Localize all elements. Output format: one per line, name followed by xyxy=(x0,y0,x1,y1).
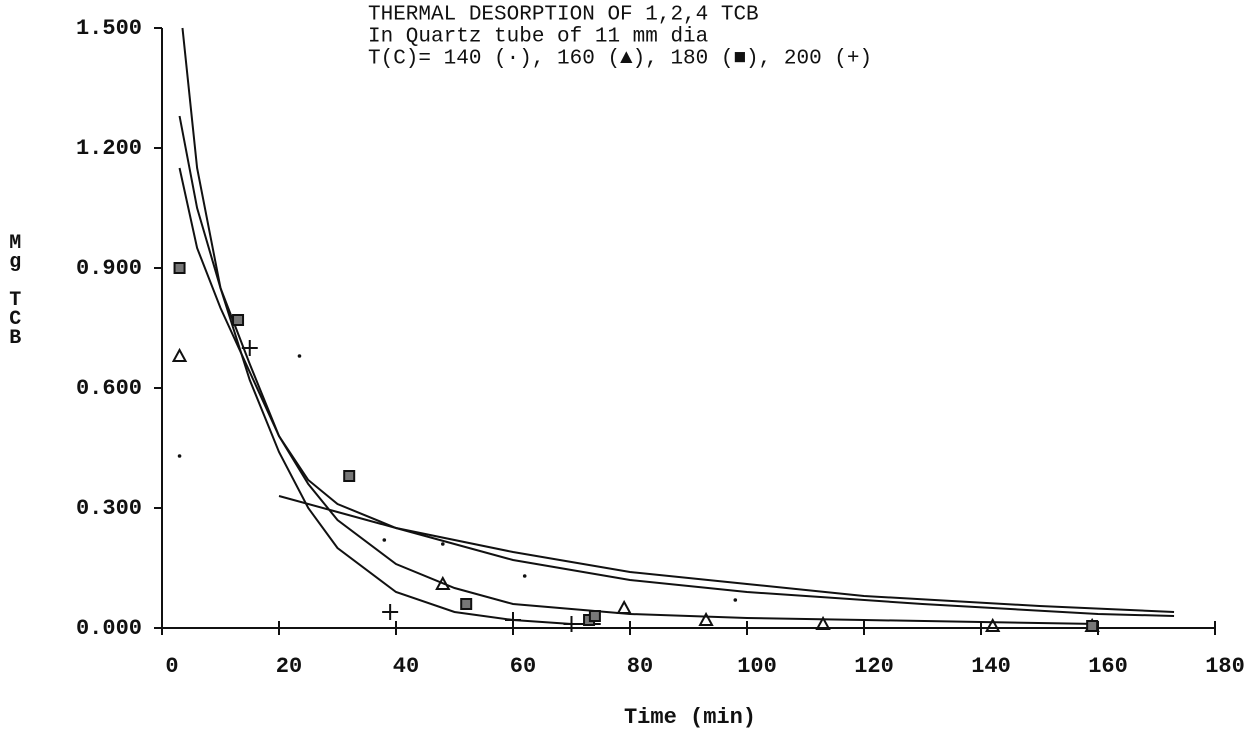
x-tick-label: 180 xyxy=(1205,654,1245,679)
triangle-marker xyxy=(616,599,632,614)
square-marker xyxy=(1086,620,1099,632)
square-marker xyxy=(173,262,186,274)
plus-marker xyxy=(241,340,258,356)
y-tick-label: 0.000 xyxy=(76,616,142,641)
x-tick-label: 0 xyxy=(165,654,178,679)
y-tick-label: 0.900 xyxy=(76,256,142,281)
x-tick-label: 20 xyxy=(276,654,302,679)
square-marker xyxy=(232,314,245,326)
x-tick-label: 80 xyxy=(627,654,653,679)
chart-title: THERMAL DESORPTION OF 1,2,4 TCB xyxy=(368,4,759,27)
square-marker xyxy=(460,598,473,610)
dot-marker xyxy=(297,354,302,358)
square-marker xyxy=(588,610,601,622)
x-tick-label: 40 xyxy=(393,654,419,679)
triangle-marker xyxy=(698,611,714,626)
x-axis-label: Time (min) xyxy=(624,705,756,730)
triangle-marker xyxy=(815,615,831,630)
triangle-marker xyxy=(171,347,188,362)
dot-marker xyxy=(733,598,738,602)
plus-marker xyxy=(382,604,399,620)
y-tick-label: 1.200 xyxy=(76,136,142,161)
chart-subtitle: In Quartz tube of 11 mm dia xyxy=(368,26,708,49)
fit-curve xyxy=(178,115,1099,625)
plus-marker xyxy=(505,612,521,628)
triangle-marker xyxy=(435,575,451,590)
plus-marker xyxy=(563,616,580,632)
y-tick-label: 0.600 xyxy=(76,376,142,401)
x-tick-label: 60 xyxy=(510,654,536,679)
y-axis-label: Mg TCB xyxy=(4,232,27,346)
dot-marker xyxy=(382,538,387,542)
triangle-marker xyxy=(985,617,1001,632)
dot-marker xyxy=(441,542,445,546)
fit-curve xyxy=(278,495,1175,613)
annotation: T(C)= 140 (·), 160 (▲), 180 (■), 200 (+) xyxy=(368,48,872,71)
square-marker xyxy=(343,470,356,482)
x-tick-label: 120 xyxy=(854,654,894,679)
x-tick-label: 160 xyxy=(1088,654,1128,679)
x-tick-label: 100 xyxy=(737,654,777,679)
x-tick-label: 140 xyxy=(971,654,1011,679)
fit-curve xyxy=(181,27,601,625)
y-tick-label: 1.500 xyxy=(76,16,142,41)
dot-marker xyxy=(522,574,527,578)
y-tick-label: 0.300 xyxy=(76,496,142,521)
dot-marker xyxy=(177,454,182,458)
fit-curve xyxy=(178,167,1175,617)
